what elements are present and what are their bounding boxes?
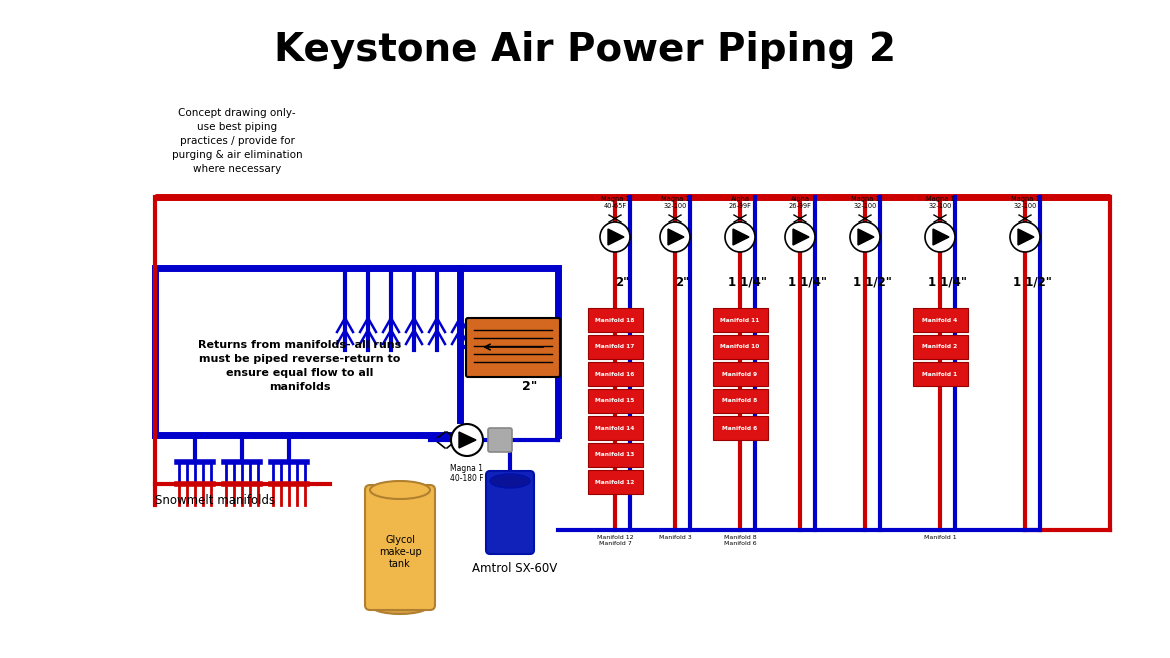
FancyBboxPatch shape [589, 362, 644, 386]
FancyBboxPatch shape [913, 362, 968, 386]
FancyBboxPatch shape [589, 470, 644, 494]
FancyBboxPatch shape [365, 485, 435, 610]
Text: Manifold 8
Manifold 6: Manifold 8 Manifold 6 [724, 535, 756, 545]
FancyBboxPatch shape [589, 443, 644, 467]
Text: Alpha
26-99F: Alpha 26-99F [789, 196, 812, 209]
Text: Amtrol SX-60V: Amtrol SX-60V [473, 562, 558, 575]
Text: Manifold 10: Manifold 10 [721, 345, 759, 349]
Circle shape [925, 222, 955, 252]
Circle shape [660, 222, 690, 252]
Text: 2": 2" [522, 380, 538, 393]
FancyBboxPatch shape [488, 428, 512, 452]
Text: Manifold 9: Manifold 9 [722, 372, 757, 376]
Text: Manifold 1: Manifold 1 [923, 535, 956, 540]
Text: Manifold 14: Manifold 14 [596, 426, 634, 430]
Text: Alpha
26-99F: Alpha 26-99F [729, 196, 751, 209]
Text: Manifold 16: Manifold 16 [596, 372, 634, 376]
FancyBboxPatch shape [589, 416, 644, 440]
Text: Manifold 18: Manifold 18 [596, 318, 634, 322]
Polygon shape [608, 229, 624, 245]
Text: Magna 1
40-180 F: Magna 1 40-180 F [450, 464, 484, 484]
Polygon shape [668, 229, 684, 245]
Text: 1 1/2": 1 1/2" [853, 276, 892, 288]
Text: Concept drawing only-
use best piping
practices / provide for
purging & air elim: Concept drawing only- use best piping pr… [172, 108, 302, 174]
Text: Manifold 6: Manifold 6 [722, 426, 758, 430]
FancyBboxPatch shape [589, 335, 644, 359]
FancyBboxPatch shape [486, 471, 534, 554]
Text: Manifold 15: Manifold 15 [596, 399, 634, 403]
Text: Magna 1
32-100: Magna 1 32-100 [1011, 196, 1039, 209]
Polygon shape [1018, 229, 1034, 245]
Ellipse shape [370, 596, 431, 614]
Text: 2": 2" [615, 276, 629, 288]
Text: Manifold 8: Manifold 8 [722, 399, 758, 403]
Text: Magna 1
32-100: Magna 1 32-100 [661, 196, 689, 209]
Text: 1 1/4": 1 1/4" [928, 276, 966, 288]
Circle shape [785, 222, 815, 252]
Text: Magna 1
32-100: Magna 1 32-100 [851, 196, 880, 209]
Text: 1 1/4": 1 1/4" [789, 276, 827, 288]
Circle shape [725, 222, 755, 252]
Text: Manifold 13: Manifold 13 [596, 453, 634, 457]
Text: Manifold 12: Manifold 12 [596, 480, 634, 484]
FancyBboxPatch shape [589, 389, 644, 413]
Polygon shape [858, 229, 874, 245]
FancyBboxPatch shape [913, 308, 968, 332]
Text: Manifold 11: Manifold 11 [721, 318, 759, 322]
Polygon shape [459, 432, 476, 448]
Text: Manifold 3: Manifold 3 [659, 535, 691, 540]
Polygon shape [732, 229, 749, 245]
Text: Glycol
make-up
tank: Glycol make-up tank [379, 536, 421, 569]
Text: Manifold 1: Manifold 1 [922, 372, 957, 376]
FancyBboxPatch shape [713, 335, 768, 359]
FancyBboxPatch shape [589, 308, 644, 332]
Text: 2": 2" [675, 276, 689, 288]
Ellipse shape [490, 474, 530, 488]
Circle shape [600, 222, 629, 252]
Circle shape [849, 222, 880, 252]
Circle shape [1010, 222, 1040, 252]
Text: Manifold 12
Manifold 7: Manifold 12 Manifold 7 [597, 535, 633, 545]
Ellipse shape [370, 481, 431, 499]
Text: Manifold 4: Manifold 4 [922, 318, 957, 322]
Text: Manifold 2: Manifold 2 [922, 345, 957, 349]
FancyBboxPatch shape [466, 318, 560, 377]
FancyBboxPatch shape [913, 335, 968, 359]
Circle shape [450, 424, 483, 456]
FancyBboxPatch shape [713, 362, 768, 386]
Text: Keystone Air Power Piping 2: Keystone Air Power Piping 2 [274, 31, 896, 69]
Text: 1 1/2": 1 1/2" [1013, 276, 1052, 288]
Polygon shape [932, 229, 949, 245]
Text: Magna 1
40-65F: Magna 1 40-65F [600, 196, 629, 209]
Text: 1 1/4": 1 1/4" [728, 276, 768, 288]
Text: Manifold 17: Manifold 17 [596, 345, 634, 349]
Text: Returns from manifolds- all runs
must be piped reverse-return to
ensure equal fl: Returns from manifolds- all runs must be… [199, 340, 401, 392]
FancyBboxPatch shape [713, 308, 768, 332]
Text: Magna 1
32-100: Magna 1 32-100 [925, 196, 955, 209]
Polygon shape [793, 229, 808, 245]
FancyBboxPatch shape [713, 416, 768, 440]
Text: Snowmelt manifolds: Snowmelt manifolds [154, 494, 275, 507]
FancyBboxPatch shape [713, 389, 768, 413]
